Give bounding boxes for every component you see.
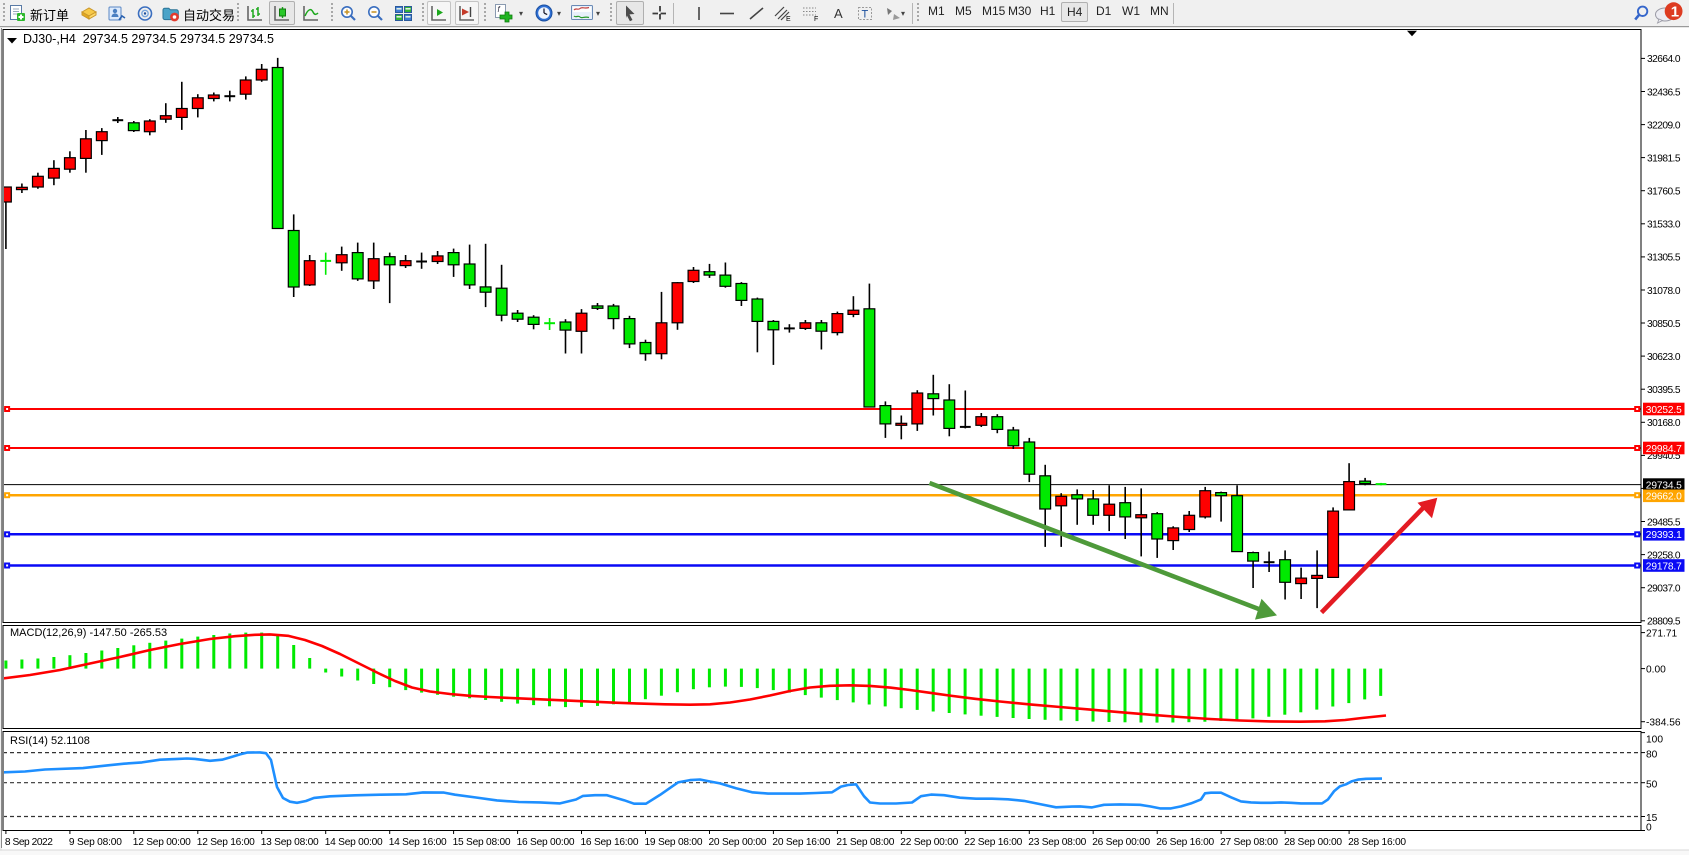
svg-text:30623.0: 30623.0 <box>1647 352 1681 363</box>
svg-text:100: 100 <box>1646 734 1663 745</box>
svg-text:271.71: 271.71 <box>1646 628 1677 639</box>
svg-text:29393.1: 29393.1 <box>1646 530 1682 541</box>
svg-text:27 Sep 08:00: 27 Sep 08:00 <box>1220 837 1278 848</box>
svg-text:26 Sep 16:00: 26 Sep 16:00 <box>1156 837 1214 848</box>
svg-text:0.00: 0.00 <box>1646 664 1666 675</box>
svg-text:29940.5: 29940.5 <box>1647 451 1681 462</box>
svg-text:30168.0: 30168.0 <box>1647 418 1681 429</box>
svg-text:14 Sep 16:00: 14 Sep 16:00 <box>389 837 447 848</box>
svg-text:T: T <box>862 8 869 20</box>
svg-text:32209.0: 32209.0 <box>1647 120 1681 131</box>
svg-text:15: 15 <box>1646 813 1658 824</box>
svg-text:29662.0: 29662.0 <box>1646 492 1682 503</box>
svg-text:31078.0: 31078.0 <box>1647 286 1681 297</box>
svg-text:15 Sep 08:00: 15 Sep 08:00 <box>453 837 511 848</box>
svg-text:f: f <box>498 5 501 14</box>
svg-text:E: E <box>786 16 791 23</box>
svg-text:MACD(12,26,9) -147.50 -265.53: MACD(12,26,9) -147.50 -265.53 <box>10 627 167 639</box>
svg-text:22 Sep 16:00: 22 Sep 16:00 <box>964 837 1022 848</box>
svg-text:29485.5: 29485.5 <box>1647 517 1681 528</box>
svg-text:DJ30-,H4 29734.5 29734.5 2973: DJ30-,H4 29734.5 29734.5 29734.5 29734.5 <box>23 32 274 46</box>
svg-text:14 Sep 00:00: 14 Sep 00:00 <box>325 837 383 848</box>
svg-text:31533.0: 31533.0 <box>1647 220 1681 231</box>
svg-text:30395.5: 30395.5 <box>1647 385 1681 396</box>
svg-text:31760.5: 31760.5 <box>1647 187 1681 198</box>
svg-text:1: 1 <box>1671 4 1679 21</box>
svg-text:29734.5: 29734.5 <box>1646 480 1682 491</box>
svg-text:A: A <box>834 6 843 21</box>
svg-text:9 Sep 08:00: 9 Sep 08:00 <box>69 837 122 848</box>
svg-text:13 Sep 08:00: 13 Sep 08:00 <box>261 837 319 848</box>
svg-text:0: 0 <box>1646 822 1652 833</box>
svg-text:20 Sep 00:00: 20 Sep 00:00 <box>709 837 767 848</box>
svg-text:80: 80 <box>1646 749 1658 760</box>
svg-text:32664.0: 32664.0 <box>1647 54 1681 65</box>
svg-text:26 Sep 00:00: 26 Sep 00:00 <box>1092 837 1150 848</box>
svg-text:20 Sep 16:00: 20 Sep 16:00 <box>772 837 830 848</box>
svg-text:F: F <box>814 16 818 23</box>
svg-text:23 Sep 08:00: 23 Sep 08:00 <box>1028 837 1086 848</box>
svg-text:RSI(14) 52.1108: RSI(14) 52.1108 <box>10 735 90 747</box>
svg-text:28809.5: 28809.5 <box>1647 617 1681 628</box>
svg-text:28 Sep 00:00: 28 Sep 00:00 <box>1284 837 1342 848</box>
svg-text:29258.0: 29258.0 <box>1647 550 1681 561</box>
svg-text:31305.5: 31305.5 <box>1647 253 1681 264</box>
svg-text:16 Sep 16:00: 16 Sep 16:00 <box>581 837 639 848</box>
svg-text:28 Sep 16:00: 28 Sep 16:00 <box>1348 837 1406 848</box>
svg-text:30850.5: 30850.5 <box>1647 319 1681 330</box>
svg-text:22 Sep 00:00: 22 Sep 00:00 <box>900 837 958 848</box>
svg-text:29037.0: 29037.0 <box>1647 584 1681 595</box>
svg-text:29984.7: 29984.7 <box>1646 444 1682 455</box>
svg-text:8 Sep 2022: 8 Sep 2022 <box>5 837 53 848</box>
svg-text:19 Sep 08:00: 19 Sep 08:00 <box>645 837 703 848</box>
svg-text:50: 50 <box>1646 779 1658 790</box>
svg-text:16 Sep 00:00: 16 Sep 00:00 <box>517 837 575 848</box>
svg-text:32436.5: 32436.5 <box>1647 87 1681 98</box>
svg-text:12 Sep 16:00: 12 Sep 16:00 <box>197 837 255 848</box>
svg-text:29178.7: 29178.7 <box>1646 561 1682 572</box>
svg-text:12 Sep 00:00: 12 Sep 00:00 <box>133 837 191 848</box>
svg-text:-384.56: -384.56 <box>1646 718 1681 729</box>
svg-text:30252.5: 30252.5 <box>1646 405 1682 416</box>
svg-text:21 Sep 08:00: 21 Sep 08:00 <box>836 837 894 848</box>
svg-text:31981.5: 31981.5 <box>1647 153 1681 164</box>
